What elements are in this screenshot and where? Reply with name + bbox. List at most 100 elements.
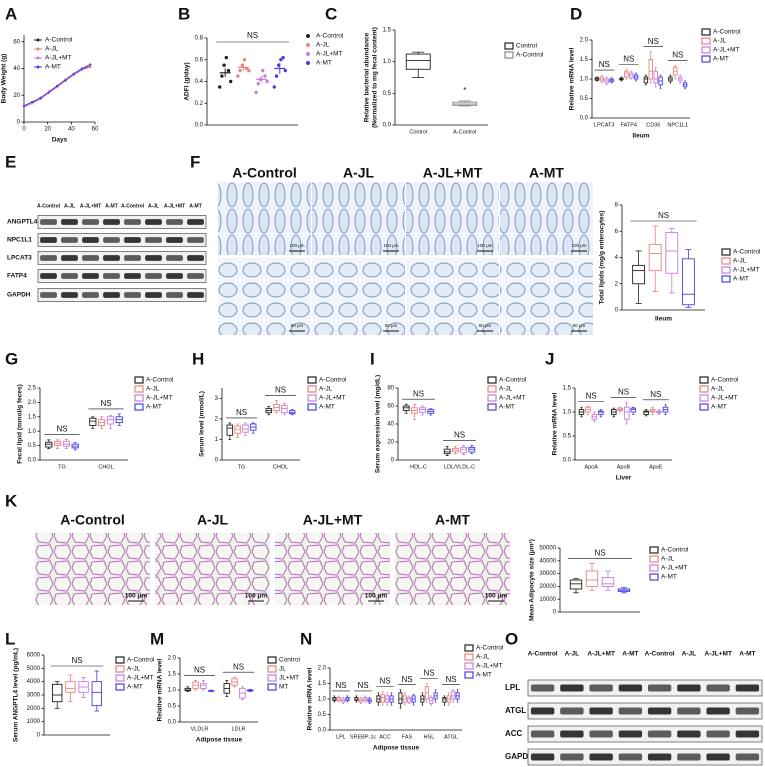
y-tick-label: 0.5 xyxy=(318,712,327,718)
lane-label: A-JL+MT xyxy=(587,651,615,658)
y-axis-label: ADFI (g/day) xyxy=(184,62,191,100)
protein-label: ANGPTL4 xyxy=(7,219,38,226)
micrograph xyxy=(312,258,405,335)
protein-label: LPL xyxy=(505,683,520,692)
y-tick-label: 0 xyxy=(17,120,21,126)
legend-label: A-JL xyxy=(661,556,675,563)
blot-band xyxy=(735,707,760,715)
y-tick-label: 1.5 xyxy=(383,28,392,34)
legend-swatch xyxy=(36,47,40,51)
y-tick-label: 40 xyxy=(387,422,394,428)
data-point xyxy=(242,58,247,62)
legend-label: A-JL xyxy=(711,386,725,393)
data-point xyxy=(265,79,269,84)
legend-swatch xyxy=(464,662,474,670)
micrograph-title: A-Control xyxy=(232,165,297,181)
micrograph xyxy=(35,533,150,605)
legend-swatch xyxy=(701,28,711,36)
legend-label: A-MT xyxy=(733,276,749,283)
box xyxy=(624,70,629,78)
box xyxy=(234,425,241,434)
blot-band xyxy=(706,707,730,715)
protein-label: ACC xyxy=(505,729,523,738)
legend-label: A-MT xyxy=(316,60,332,67)
data-point xyxy=(279,58,283,62)
x-tick-label: CHOL xyxy=(98,464,113,470)
data-point xyxy=(238,68,242,73)
y-tick-label: 0.0 xyxy=(28,458,37,464)
legend-label: A-JL+MT xyxy=(316,51,343,58)
micrograph xyxy=(312,182,405,255)
scale-bar-label: 100 μm xyxy=(383,243,398,248)
scale-bar-label: 50 μm xyxy=(573,323,586,328)
y-tick-label: 2.0 xyxy=(580,38,589,44)
y-tick-label: 1.5 xyxy=(563,386,572,392)
legend-swatch xyxy=(134,403,144,411)
annotation: NS xyxy=(233,662,244,671)
blot-band xyxy=(145,255,162,261)
annotation: NS xyxy=(71,656,82,665)
blot-band xyxy=(166,255,183,261)
legend-label: A-JL xyxy=(316,42,330,49)
y-tick-label: 20 xyxy=(13,93,20,99)
legend-label: A-JL xyxy=(713,38,727,45)
x-tick-label: LPL xyxy=(336,734,346,740)
annotation: NS xyxy=(599,60,610,69)
lane-label: A-JL+MT xyxy=(80,203,101,209)
x-axis-label: Adipose tissue xyxy=(196,737,243,744)
legend-label: A-Control xyxy=(319,377,347,384)
legend-label: A-MT xyxy=(146,404,162,411)
micrograph-title: A-MT xyxy=(529,165,564,181)
micrograph xyxy=(155,533,270,605)
blot-strip xyxy=(37,251,207,265)
micrograph xyxy=(218,182,311,255)
blot-band xyxy=(103,237,120,243)
y-tick-label: 4000 xyxy=(27,679,41,685)
line-point xyxy=(47,91,50,94)
data-point xyxy=(283,68,287,73)
legend-swatch xyxy=(115,665,125,673)
blot-band xyxy=(166,292,183,298)
panel-letter: F xyxy=(190,152,200,171)
box xyxy=(648,59,654,80)
y-tick-label: 0.0 xyxy=(318,728,327,734)
protein-label: LPCAT3 xyxy=(7,255,32,262)
blot-band xyxy=(103,273,120,279)
y-axis-label: Relative mRNA level xyxy=(569,47,576,110)
blot-band xyxy=(82,255,99,261)
x-axis-label: Liver xyxy=(616,475,632,482)
legend-label: A-MT xyxy=(127,684,143,691)
blot-band xyxy=(560,730,584,738)
legend-label: A-Control xyxy=(316,33,344,40)
annotation: NS xyxy=(236,408,247,417)
annotation: NS xyxy=(423,669,434,678)
micrograph-title: A-JL+MT xyxy=(303,512,363,528)
scale-bar-label: 100 μm xyxy=(289,243,304,248)
micrograph xyxy=(500,182,593,255)
legend-label: A-Control xyxy=(713,29,741,36)
box xyxy=(288,410,296,415)
y-tick-label: 1.0 xyxy=(318,697,327,703)
legend-label: A-Control xyxy=(499,377,527,384)
box xyxy=(460,446,468,454)
y-tick-label: 1.0 xyxy=(168,688,177,694)
scale-bar-label: 50 μm xyxy=(291,323,304,328)
y-axis-label: Relative mRNA level xyxy=(157,658,164,721)
x-tick-label: 20 xyxy=(44,127,51,133)
legend-label: A-MT xyxy=(711,404,727,411)
blot-band xyxy=(647,753,672,761)
legend-label: A-MT xyxy=(661,574,677,581)
data-point xyxy=(274,74,279,78)
x-tick-label: VLDLR xyxy=(191,726,209,732)
legend-swatch xyxy=(701,37,711,45)
y-tick-label: 0.6 xyxy=(195,57,204,63)
box xyxy=(405,53,431,70)
y-axis-label: Mean Adipocyte size (μm²) xyxy=(529,539,536,621)
lane-label: A-MT xyxy=(739,651,755,658)
legend-label: A-Control xyxy=(146,377,174,384)
blot-strip xyxy=(527,748,763,766)
micrograph xyxy=(500,258,593,335)
legend-swatch xyxy=(36,38,40,42)
legend-swatch xyxy=(36,65,40,69)
x-tick-label: ApoB xyxy=(617,464,631,470)
